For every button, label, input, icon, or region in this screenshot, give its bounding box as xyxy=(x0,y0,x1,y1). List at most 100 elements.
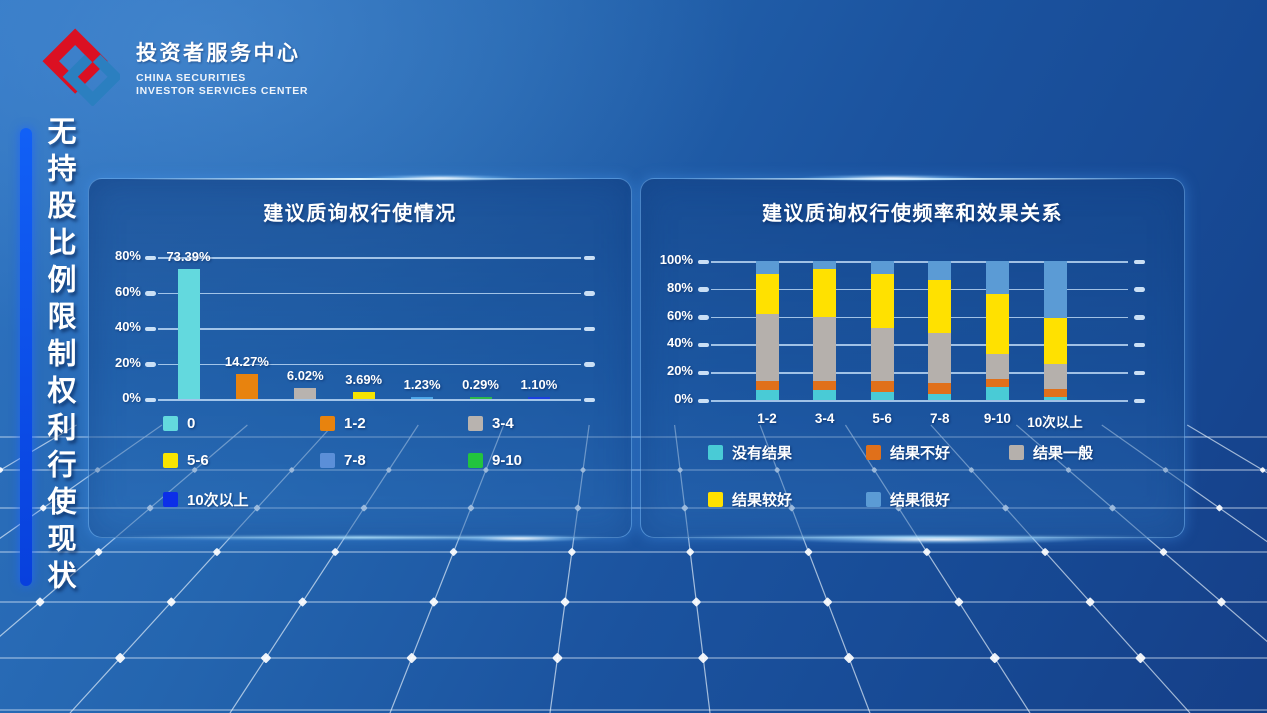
grid-node-dot xyxy=(449,548,458,556)
stack-segment-结果很好 xyxy=(1043,261,1067,318)
gridline xyxy=(711,344,1128,346)
grid-node-dot xyxy=(39,504,47,512)
legend-label: 结果不好 xyxy=(890,445,951,462)
bar-1-2 xyxy=(235,373,258,399)
legend-swatch xyxy=(468,416,483,431)
legend-label: 结果一般 xyxy=(1033,445,1094,462)
grid-node-dot xyxy=(115,653,126,663)
gridline-end-dash xyxy=(1134,342,1145,348)
legend-item: 0 xyxy=(163,415,195,432)
stack-segment-没有结果 xyxy=(985,387,1009,400)
stack-segment-结果较好 xyxy=(813,269,837,317)
stack-segment-没有结果 xyxy=(813,390,837,400)
gridline-end-dash xyxy=(145,362,156,367)
grid-node-dot xyxy=(298,597,307,607)
gridline xyxy=(158,328,581,330)
stack-segment-没有结果 xyxy=(928,394,952,400)
legend-item: 3-4 xyxy=(468,415,514,432)
y-axis-tick-label: 100% xyxy=(659,252,693,267)
y-axis-tick-label: 60% xyxy=(114,283,141,299)
legend-item: 7-8 xyxy=(320,452,366,469)
grid-node-dot xyxy=(213,548,221,556)
gridline xyxy=(711,261,1128,263)
right-chart-plot: 0% 20% 40% 60% 80% 100% 1-2 3-4 5-6 7-8 9-10 10次以上没… xyxy=(641,179,1184,537)
bar-value-label: 3.69% xyxy=(345,372,383,388)
legend-swatch xyxy=(866,492,881,507)
logo-subtitle-line1: CHINA SECURITIES xyxy=(136,71,246,84)
x-axis-category-label: 10次以上 xyxy=(1027,415,1083,430)
stack-segment-结果较好 xyxy=(928,280,952,334)
stack-segment-结果较好 xyxy=(1043,317,1067,364)
legend-label: 7-8 xyxy=(344,452,366,469)
stack-segment-没有结果 xyxy=(870,391,894,400)
bar-5-6 xyxy=(352,392,375,399)
grid-node-dot xyxy=(823,597,832,607)
bar-value-label: 73.39% xyxy=(166,249,211,265)
legend-swatch xyxy=(468,453,483,468)
legend-label: 0 xyxy=(187,415,196,432)
grid-node-dot xyxy=(166,597,176,607)
gridline-end-dash xyxy=(698,398,709,403)
grid-node-dot xyxy=(698,653,709,663)
grid-node-dot xyxy=(686,548,695,556)
gridline-end-dash xyxy=(1134,259,1145,264)
grid-node-dot xyxy=(1041,548,1049,556)
stack-segment-结果不好 xyxy=(1043,388,1067,398)
gridline-end-dash xyxy=(145,291,156,296)
stack-segment-结果较好 xyxy=(870,273,894,328)
bar-value-label: 0.29% xyxy=(462,377,499,392)
legend-label: 10次以上 xyxy=(187,492,249,509)
legend-swatch xyxy=(320,416,335,431)
right-chart-title: 建议质询权行使频率和效果关系 xyxy=(762,203,1063,225)
legend-swatch xyxy=(708,492,723,507)
right-chart-panel: 建议质询权行使频率和效果关系 0% 20% 40% 60% 80% 100% 1-2 3-4 5… xyxy=(640,178,1185,538)
gridline-end-dash xyxy=(145,397,156,402)
gridline xyxy=(711,400,1128,402)
legend-item: 结果很好 xyxy=(866,489,950,510)
grid-node-dot xyxy=(560,597,570,607)
gridline-end-dash xyxy=(698,342,709,348)
gridline-end-dash xyxy=(698,259,709,264)
bar-9-10 xyxy=(469,397,492,399)
gridline-end-dash xyxy=(698,315,709,320)
grid-node-dot xyxy=(406,653,417,663)
legend-item: 5-6 xyxy=(163,452,209,469)
gridline-end-dash xyxy=(584,326,595,332)
legend-item: 结果一般 xyxy=(1009,442,1093,463)
legend-label: 没有结果 xyxy=(732,445,793,462)
bar-value-label: 1.23% xyxy=(403,376,441,392)
stack-segment-结果很好 xyxy=(755,261,779,274)
gridline xyxy=(711,316,1128,319)
stack-segment-没有结果 xyxy=(1043,397,1067,400)
left-chart-panel: 建议质询权行使情况 0% 20% 40% 60% 80% 73.39% 14.27% 6.02… xyxy=(88,178,632,538)
grid-node-dot xyxy=(261,653,271,663)
grid-node-dot xyxy=(429,597,439,607)
grid-node-dot xyxy=(1135,653,1146,663)
bar-7-8 xyxy=(411,396,434,399)
legend-item: 结果不好 xyxy=(866,442,950,463)
grid-node-dot xyxy=(35,597,45,607)
legend-item: 10次以上 xyxy=(163,489,249,510)
y-axis-tick-label: 80% xyxy=(666,279,693,295)
gridline xyxy=(711,372,1128,374)
grid-node-dot xyxy=(1159,548,1168,556)
legend-label: 结果很好 xyxy=(890,492,951,509)
y-axis-tick-label: 60% xyxy=(666,307,693,323)
grid-node-dot xyxy=(568,548,576,556)
stack-segment-结果一般 xyxy=(1043,363,1067,389)
legend-label: 结果较好 xyxy=(732,492,793,509)
y-axis-tick-label: 40% xyxy=(666,335,693,351)
gridline-end-dash xyxy=(1134,315,1145,320)
legend-item: 1-2 xyxy=(320,415,366,432)
legend-label: 5-6 xyxy=(187,452,209,469)
stack-segment-结果很好 xyxy=(813,261,837,270)
bar-value-label: 14.27% xyxy=(224,353,269,369)
gridline xyxy=(158,363,581,366)
logo-title: 投资者服务中心 xyxy=(136,41,301,65)
gridline-end-dash xyxy=(584,291,595,296)
gridline xyxy=(158,292,581,295)
gridline-end-dash xyxy=(1134,398,1145,403)
y-axis-tick-label: 40% xyxy=(114,319,141,335)
stack-segment-结果一般 xyxy=(870,327,894,381)
gridline-end-dash xyxy=(584,255,595,261)
